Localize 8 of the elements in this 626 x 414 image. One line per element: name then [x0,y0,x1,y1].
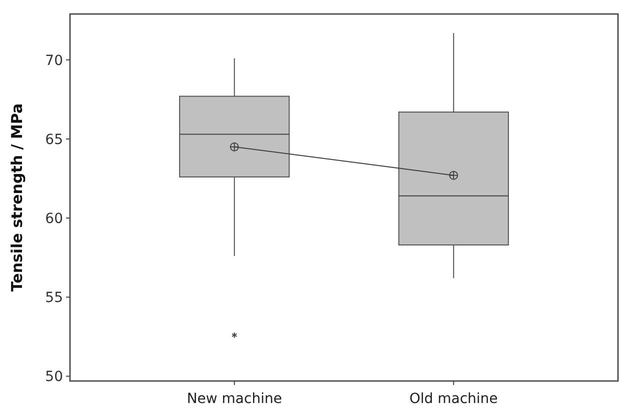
y-axis-title: Tensile strength / MPa [8,103,26,292]
x-tick-label: Old machine [409,391,498,407]
y-tick-label: 70 [45,52,63,69]
y-tick-label: 55 [45,290,63,306]
y-tick-label: 65 [45,132,63,148]
y-tick-label: 60 [45,210,63,227]
x-tick-label: New machine [186,391,282,407]
y-tick-label: 50 [45,369,63,386]
